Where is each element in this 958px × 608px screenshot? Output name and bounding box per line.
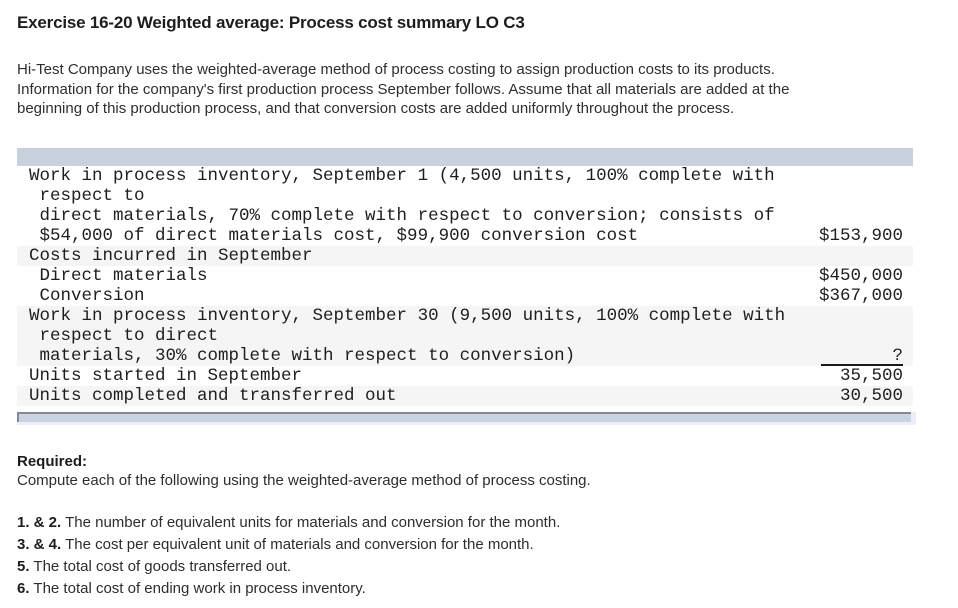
required-item-text: The total cost of ending work in process…	[33, 580, 366, 597]
required-item-number: 5.	[17, 558, 30, 575]
required-instruction: Compute each of the following using the …	[17, 472, 591, 489]
row-value: 30,500	[839, 386, 903, 406]
row-value: 35,500	[839, 366, 903, 386]
required-item: 1. & 2. The number of equivalent units f…	[17, 512, 952, 534]
intro-line: Information for the company's first prod…	[17, 80, 790, 98]
row-label: respect to	[29, 186, 145, 206]
row-label: Units completed and transferred out	[29, 386, 397, 406]
row-value: $450,000	[818, 266, 903, 286]
intro-paragraph: Hi-Test Company uses the weighted-averag…	[17, 60, 952, 119]
intro-line: beginning of this production process, an…	[17, 100, 735, 117]
row-label: Units started in September	[29, 366, 303, 386]
required-section: Required: Compute each of the following …	[17, 452, 952, 600]
table-row: Units completed and transferred out 30,5…	[17, 386, 913, 406]
row-label: respect to direct	[29, 326, 219, 346]
required-items: 1. & 2. The number of equivalent units f…	[17, 512, 952, 600]
row-label: Direct materials	[29, 266, 208, 286]
table-row: Direct materials $450,000	[17, 266, 913, 286]
table-row: $54,000 of direct materials cost, $99,90…	[17, 226, 913, 246]
required-item-text: The total cost of goods transferred out.	[33, 558, 292, 575]
table-row: respect to direct	[17, 326, 913, 346]
table-header-bar	[17, 148, 913, 166]
table-row: Work in process inventory, September 1 (…	[17, 166, 913, 186]
table-row: Work in process inventory, September 30 …	[17, 306, 913, 326]
required-item: 6. The total cost of ending work in proc…	[17, 578, 952, 600]
row-label: Work in process inventory, September 30 …	[29, 306, 786, 326]
table-row: Conversion $367,000	[17, 286, 913, 306]
row-label: Costs incurred in September	[29, 246, 313, 266]
row-value: $153,900	[818, 226, 903, 246]
row-value: $367,000	[818, 286, 903, 306]
cost-summary-table: Work in process inventory, September 1 (…	[17, 148, 913, 406]
row-label: materials, 30% complete with respect to …	[29, 346, 576, 366]
table-row: Units started in September 35,500	[17, 366, 913, 386]
page-title: Exercise 16-20 Weighted average: Process…	[17, 13, 525, 32]
required-item: 3. & 4. The cost per equivalent unit of …	[17, 534, 952, 556]
table-row: direct materials, 70% complete with resp…	[17, 206, 913, 226]
row-label: Work in process inventory, September 1 (…	[29, 166, 775, 186]
required-item-text: The number of equivalent units for mater…	[65, 514, 561, 531]
table-row: materials, 30% complete with respect to …	[17, 346, 913, 366]
horizontal-scrollbar[interactable]	[17, 412, 916, 425]
scrollbar-thumb[interactable]	[17, 412, 911, 422]
row-label: $54,000 of direct materials cost, $99,90…	[29, 226, 639, 246]
required-heading: Required:	[17, 453, 88, 470]
required-item-number: 6.	[17, 580, 30, 597]
row-value-unknown: ?	[821, 346, 903, 366]
table-row: Costs incurred in September	[17, 246, 913, 266]
required-item-text: The cost per equivalent unit of material…	[65, 536, 534, 553]
required-item-number: 1. & 2.	[17, 514, 62, 531]
row-label: direct materials, 70% complete with resp…	[29, 206, 775, 226]
required-item: 5. The total cost of goods transferred o…	[17, 556, 952, 578]
intro-line: Hi-Test Company uses the weighted-averag…	[17, 61, 775, 78]
required-item-number: 3. & 4.	[17, 536, 62, 553]
row-label: Conversion	[29, 286, 145, 306]
table-row: respect to	[17, 186, 913, 206]
